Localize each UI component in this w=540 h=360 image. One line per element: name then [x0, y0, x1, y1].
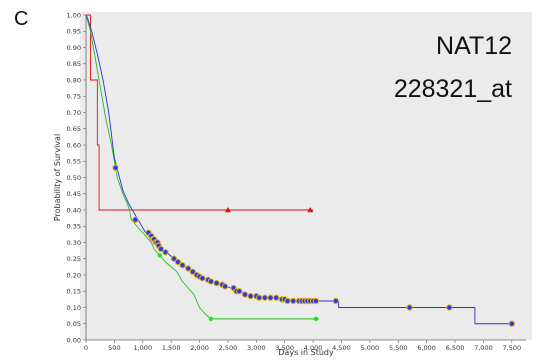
censor-marker — [157, 253, 163, 258]
y-tick-label: 0.00 — [67, 336, 81, 344]
censor-marker — [171, 256, 177, 261]
x-tick-label: 1,500 — [162, 344, 181, 352]
x-tick-label: 4,000 — [304, 344, 323, 352]
y-tick-label: 0.85 — [67, 60, 81, 68]
censor-marker — [190, 269, 195, 274]
x-tick-label: 6,500 — [446, 344, 465, 352]
censor-marker — [113, 165, 118, 170]
y-tick-label: 0.90 — [67, 44, 81, 52]
y-tick-label: 0.50 — [67, 174, 81, 182]
x-axis-title: Days in Study — [278, 348, 334, 357]
y-tick-label: 0.05 — [67, 320, 81, 328]
y-tick-label: 0.60 — [67, 141, 81, 149]
censor-marker — [248, 293, 253, 299]
x-tick-label: 5,500 — [389, 344, 408, 352]
x-tick-label: 2,000 — [190, 344, 209, 352]
y-tick-label: 0.15 — [67, 288, 81, 296]
y-tick-label: 0.40 — [67, 206, 81, 214]
y-axis-title: Probability of Survival — [53, 134, 62, 221]
x-tick-label: 4,500 — [332, 344, 351, 352]
censor-marker — [185, 266, 191, 271]
censor-marker — [285, 298, 290, 304]
x-axis-ticks: 0 500 1,000 1,500 2,000 2,500 3,000 3,500 4,000 4… — [84, 340, 521, 352]
y-tick-label: 0.65 — [67, 125, 81, 133]
censor-marker — [180, 263, 185, 268]
censor-marker — [256, 295, 262, 300]
probe-annotation: 228321_at — [394, 75, 512, 103]
censor-markers — [112, 164, 516, 327]
censor-marker — [175, 259, 181, 265]
x-tick-label: 2,500 — [219, 344, 238, 352]
censor-marker — [163, 250, 168, 255]
censor-marker — [313, 316, 319, 322]
panel-label: C — [14, 8, 29, 30]
censor-marker — [224, 207, 231, 213]
y-tick-label: 0.45 — [67, 190, 81, 198]
censor-marker — [237, 289, 242, 294]
plot-background — [80, 12, 532, 340]
y-tick-label: 0.55 — [67, 158, 81, 166]
censor-marker — [273, 295, 279, 300]
censor-marker — [262, 295, 268, 300]
y-tick-label: 0.95 — [67, 28, 81, 36]
censor-marker — [222, 284, 228, 289]
y-tick-label: 0.30 — [67, 239, 81, 247]
y-tick-label: 0.25 — [67, 255, 81, 263]
censor-marker — [447, 305, 452, 310]
x-tick-label: 6,000 — [417, 344, 436, 352]
survival-curve-1 — [86, 14, 314, 211]
x-tick-label: 7,500 — [503, 344, 522, 352]
y-tick-label: 0.80 — [67, 76, 81, 84]
y-tick-label: 0.75 — [67, 93, 81, 101]
x-tick-label: 3,000 — [247, 344, 266, 352]
censor-marker — [133, 217, 138, 222]
x-tick-label: 0 — [84, 344, 88, 352]
censor-marker — [307, 207, 314, 213]
x-tick-label: 5,000 — [361, 344, 380, 352]
censor-marker — [158, 246, 164, 252]
y-tick-label: 0.70 — [67, 109, 81, 117]
censor-marker — [200, 276, 205, 281]
censor-marker — [214, 280, 219, 286]
y-tick-label: 0.35 — [67, 223, 81, 231]
x-tick-label: 7,000 — [474, 344, 493, 352]
censor-marker — [407, 305, 412, 310]
x-tick-label: 1,000 — [133, 344, 152, 352]
survival-curve-2 — [85, 14, 319, 320]
censor-marker — [313, 298, 319, 304]
censor-marker — [208, 316, 214, 322]
y-tick-label: 1.00 — [67, 11, 81, 19]
censor-marker — [509, 321, 515, 326]
censor-marker — [242, 292, 248, 297]
censor-marker — [268, 295, 273, 300]
y-tick-label: 0.20 — [67, 271, 81, 279]
x-tick-label: 3,500 — [275, 344, 294, 352]
censor-marker — [333, 298, 339, 304]
y-axis-ticks: 0.00 0.05 0.10 0.15 0.20 0.25 0.30 0.35 0.40 0.45… — [67, 11, 86, 344]
x-tick-label: 500 — [108, 344, 120, 352]
censor-marker — [291, 298, 296, 304]
censor-marker — [208, 279, 214, 284]
y-tick-label: 0.10 — [67, 304, 81, 312]
gene-annotation: NAT12 — [436, 32, 512, 60]
